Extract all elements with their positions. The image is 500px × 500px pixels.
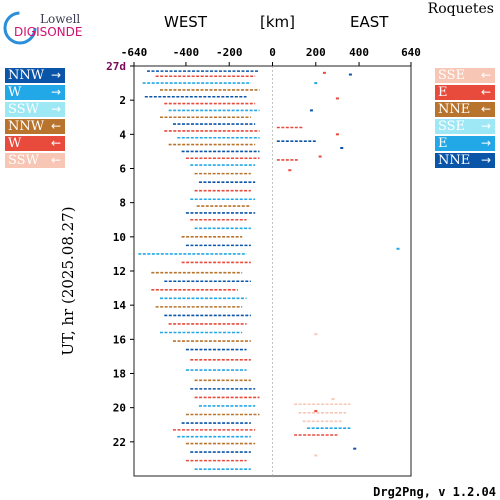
echo-point: [353, 447, 357, 450]
right-legend-item: NNE ←: [435, 102, 495, 117]
legend-direction: NNE: [438, 102, 471, 117]
y-tick-label: 12: [113, 265, 126, 278]
left-legend-item: SSW →: [5, 102, 65, 117]
legend-arrow-icon: →: [480, 136, 491, 150]
legend-direction: W: [8, 136, 22, 151]
legend-direction: NNW: [8, 68, 45, 83]
digisonde-logo-icon: [3, 11, 37, 45]
echo-point: [322, 71, 326, 74]
legend-direction: NNE: [438, 153, 471, 168]
unit-label: [km]: [260, 13, 296, 31]
legend-arrow-icon: ←: [50, 119, 61, 133]
logo-main-text: DIGISONDE: [14, 25, 83, 39]
legend-arrow-icon: ←: [480, 85, 491, 99]
echo-point: [309, 109, 313, 112]
legend-arrow-icon: ←: [50, 136, 61, 150]
logo-top-text: Lowell: [40, 12, 81, 26]
echo-point: [314, 454, 318, 457]
legend-direction: SSW: [8, 153, 39, 168]
y-tick-label: 20: [113, 402, 126, 415]
left-legend-item: W ←: [5, 136, 65, 151]
left-legend-item: SSW ←: [5, 153, 65, 168]
legend-arrow-icon: →: [50, 102, 61, 116]
x-tick-label: -400: [173, 46, 200, 59]
y-tick-label: 2: [119, 94, 126, 107]
x-tick-label: -640: [121, 46, 148, 59]
legend-direction: NNW: [8, 119, 45, 134]
plot-area: [133, 65, 412, 477]
legend-arrow-icon: →: [480, 119, 491, 133]
legend-arrow-icon: ←: [480, 102, 491, 116]
echo-point: [331, 398, 335, 401]
left-legend-item: NNW ←: [5, 119, 65, 134]
east-label: EAST: [350, 13, 389, 31]
y-tick-label: 14: [113, 299, 127, 312]
x-tick-label: 200: [306, 46, 326, 59]
echo-point: [314, 410, 318, 413]
y-tick-label: 8: [119, 197, 126, 210]
x-tick-label: 0: [269, 46, 276, 59]
x-tick-label: 400: [349, 46, 369, 59]
right-legend-item: SSE →: [435, 119, 495, 134]
legend-arrow-icon: →: [480, 153, 491, 167]
legend-arrow-icon: ←: [480, 68, 491, 82]
legend-arrow-icon: →: [50, 68, 61, 82]
drift-marks: [138, 70, 400, 470]
right-legend-item: E ←: [435, 85, 495, 100]
legend-direction: SSE: [438, 119, 466, 134]
left-legend-item: NNW →: [5, 68, 65, 83]
echo-point: [396, 247, 400, 250]
legend-direction: W: [8, 85, 22, 100]
y-tick-label: 18: [113, 368, 126, 381]
legend-direction: E: [438, 136, 448, 151]
legend-arrow-icon: ←: [50, 153, 61, 167]
y-tick-label: 4: [119, 128, 126, 141]
right-legend-item: SSE ←: [435, 68, 495, 83]
x-tick-label: 640: [401, 46, 421, 59]
footer-version: Drg2Png, v 1.2.04: [373, 485, 496, 499]
y-axis-ticks: 27d 2 4 6 8 10 12 14 16 18 20 22: [106, 60, 134, 449]
echo-point: [314, 82, 318, 85]
left-legend-item: W →: [5, 85, 65, 100]
echo-point: [340, 147, 344, 149]
y-tick-label: 6: [119, 163, 126, 176]
y-axis-label: UT, hr (2025.08.27): [59, 206, 77, 356]
echo-point: [318, 155, 322, 158]
legend-direction: SSE: [438, 68, 466, 83]
echo-point: [348, 73, 352, 76]
echo-point: [288, 169, 292, 172]
legend-direction: E: [438, 85, 448, 100]
x-tick-label: -200: [216, 46, 243, 59]
y-tick-label: 27d: [106, 60, 126, 73]
right-legend-item: NNE →: [435, 153, 495, 168]
y-tick-label: 16: [113, 333, 127, 346]
y-tick-label: 22: [113, 436, 126, 449]
y-tick-label: 10: [113, 231, 126, 244]
west-label: WEST: [164, 13, 207, 31]
legend-direction: SSW: [8, 102, 39, 117]
x-axis-ticks: -640 -400 -200 0 200 400 640: [121, 46, 421, 66]
echo-point: [335, 133, 339, 136]
station-name: Roquetes: [427, 1, 494, 17]
legend-arrow-icon: →: [50, 85, 61, 99]
echo-point: [314, 333, 318, 336]
right-legend-item: E →: [435, 136, 495, 151]
echo-point: [335, 97, 339, 100]
